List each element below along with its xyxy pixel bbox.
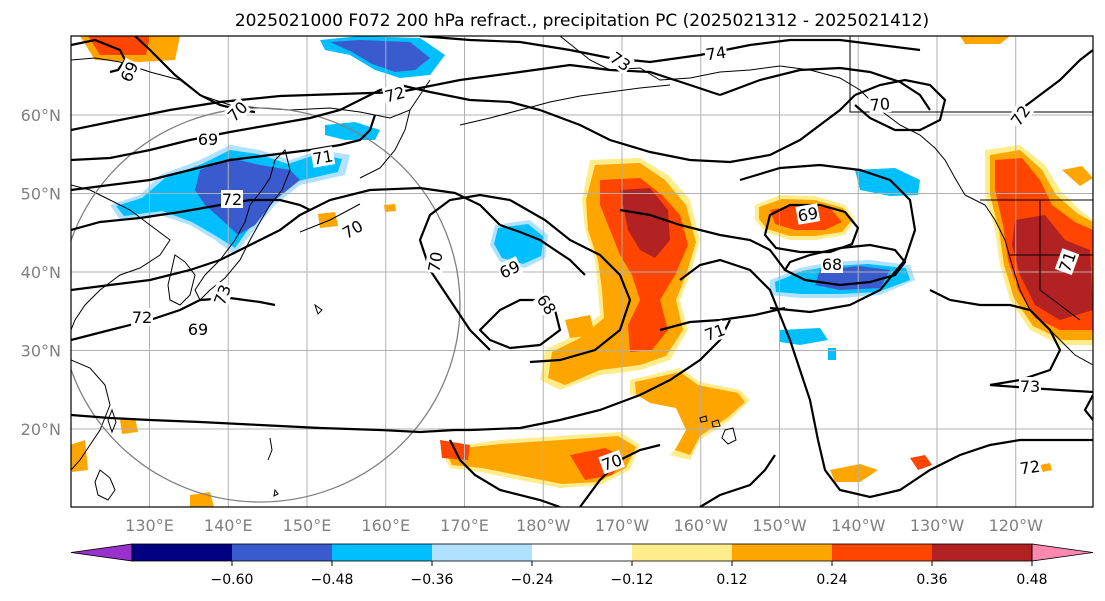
contour-label: 72 <box>132 308 152 327</box>
refractivity-contours <box>71 36 1093 507</box>
longitude-label: 130°W <box>910 516 965 535</box>
contour-label-bg <box>310 146 336 168</box>
contour-label-bg <box>197 130 219 148</box>
longitude-label: 140°E <box>204 516 253 535</box>
precip-band-hawaii <box>630 368 750 460</box>
contour-label: 70 <box>424 250 446 273</box>
contour-label-bg <box>221 190 243 208</box>
latitude-label: 30°N <box>21 342 61 361</box>
contour-label-bg <box>209 281 235 309</box>
colorbar-tick-label: −0.36 <box>411 572 454 588</box>
contour-label-bg <box>701 319 729 345</box>
contour-label-bg <box>381 82 408 106</box>
colorbar-tick-label: 0.48 <box>1016 572 1047 588</box>
colorbar-segment <box>432 544 532 561</box>
longitude-label: 170°W <box>595 516 650 535</box>
colorbar-segment <box>932 544 1032 561</box>
contour-label-bg <box>1054 248 1080 276</box>
contour-label: 72 <box>383 83 408 107</box>
distance-circle <box>71 107 461 503</box>
contour-label-bg <box>495 256 524 282</box>
contour-label-bg <box>821 255 843 273</box>
contour-label-bg <box>868 94 892 114</box>
colorbar-segment <box>532 544 632 561</box>
contour-label-bg <box>187 320 209 338</box>
colorbar-segment <box>332 544 432 561</box>
contour-label: 72 <box>222 190 242 209</box>
contour-label: 70 <box>869 94 891 115</box>
figure-title: 2025021000 F072 200 hPa refract., precip… <box>235 11 929 31</box>
contour-label-bg <box>1019 377 1041 395</box>
contour-label-bg <box>703 42 729 64</box>
precip-negative-central <box>490 220 548 268</box>
colorbar-tick-label: −0.12 <box>611 572 654 588</box>
colorbar-segment <box>732 544 832 561</box>
contour-label: 74 <box>705 43 728 65</box>
longitude-label: 120°W <box>989 516 1044 535</box>
colorbar-segment <box>632 544 732 561</box>
contour-label-bg <box>424 249 446 275</box>
contour-label-bg <box>338 215 367 243</box>
colorbar <box>70 543 1094 562</box>
latitude-label: 50°N <box>21 185 61 204</box>
map-panel: 7473727170696871696870727372707069697273… <box>21 35 1094 535</box>
longitude-label: 150°W <box>752 516 807 535</box>
contour-label-bg <box>606 47 635 75</box>
colorbar-tick-label: 0.24 <box>816 572 847 588</box>
contour-label-bg <box>1006 101 1034 130</box>
longitude-label: 160°W <box>674 516 729 535</box>
longitude-tick-labels: 130°E 140°E 150°E 160°E 170°E 180°W 170°W 160°W… <box>125 516 1043 535</box>
colorbar-tick-label: 0.12 <box>716 572 747 588</box>
coastlines <box>71 36 1093 501</box>
contour-label: 69 <box>198 130 218 149</box>
latitude-label: 40°N <box>21 263 61 282</box>
contour-label-bg <box>533 290 561 319</box>
colorbar-extend-high <box>1031 543 1094 562</box>
colorbar-tick-label: 0.36 <box>916 572 947 588</box>
colorbar-segment <box>832 544 932 561</box>
latitude-tick-labels: 20°N 30°N 40°N 50°N 60°N <box>21 106 61 439</box>
colorbar-extend-low <box>70 543 133 562</box>
contour-label: 72 <box>1019 457 1042 479</box>
longitude-label: 170°E <box>440 516 489 535</box>
contour-label-bg <box>116 57 142 86</box>
contour-label-bg <box>598 449 626 475</box>
contour-label: 69 <box>796 203 819 225</box>
contour-label: 71 <box>311 146 334 168</box>
contour-label: 68 <box>822 255 842 274</box>
longitude-label: 150°E <box>283 516 332 535</box>
colorbar-tick-label: −0.60 <box>211 572 254 588</box>
contour-label: 69 <box>188 320 208 339</box>
contour-label-bg <box>131 308 153 326</box>
colorbar-tick-labels: −0.60 −0.48 −0.36 −0.24 −0.12 0.12 0.24 0.36 0.4… <box>211 561 1048 588</box>
contour-label-bg <box>223 97 252 126</box>
colorbar-segment <box>132 544 232 561</box>
longitude-label: 140°W <box>831 516 886 535</box>
contour-label-bg <box>1017 456 1043 478</box>
contour-label: 73 <box>1020 377 1040 396</box>
colorbar-tick-label: −0.48 <box>311 572 354 588</box>
longitude-label: 180°W <box>516 516 571 535</box>
precip-small-cells <box>71 36 1093 507</box>
colorbar-segment <box>232 544 332 561</box>
latitude-label: 20°N <box>21 420 61 439</box>
map-frame <box>70 35 1094 508</box>
latitude-label: 60°N <box>21 106 61 125</box>
colorbar-frame <box>131 543 1033 562</box>
contour-label-bg <box>795 203 821 225</box>
colorbar-tick-label: −0.24 <box>511 572 554 588</box>
longitude-label: 130°E <box>125 516 174 535</box>
longitude-label: 160°E <box>361 516 410 535</box>
